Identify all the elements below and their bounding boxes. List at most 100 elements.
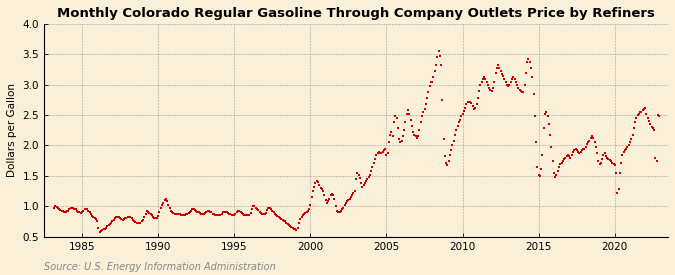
Point — [403, 108, 414, 112]
Point — [53, 206, 63, 210]
Point — [311, 178, 322, 183]
Point — [250, 205, 261, 210]
Point — [346, 195, 356, 199]
Point — [99, 227, 110, 231]
Point — [479, 75, 489, 79]
Point — [372, 151, 383, 155]
Point — [298, 212, 309, 216]
Point — [549, 171, 560, 175]
Point — [106, 221, 117, 225]
Point — [154, 210, 165, 214]
Point — [447, 143, 458, 148]
Point — [443, 158, 454, 163]
Point — [173, 212, 184, 216]
Point — [396, 138, 407, 143]
Point — [622, 144, 633, 149]
Point — [82, 207, 92, 211]
Point — [180, 213, 190, 217]
Point — [543, 122, 554, 127]
Point — [225, 212, 236, 216]
Point — [96, 229, 107, 233]
Point — [433, 49, 444, 53]
Point — [356, 181, 367, 185]
Point — [533, 172, 544, 177]
Point — [210, 213, 221, 217]
Point — [340, 201, 351, 205]
Point — [87, 214, 98, 218]
Point — [560, 155, 570, 160]
Point — [89, 216, 100, 221]
Point — [188, 207, 199, 211]
Point — [636, 110, 647, 114]
Point — [613, 187, 624, 191]
Point — [150, 216, 161, 221]
Point — [523, 57, 534, 61]
Point — [535, 174, 545, 178]
Point — [233, 209, 244, 213]
Point — [582, 142, 593, 147]
Point — [117, 218, 128, 222]
Point — [68, 206, 78, 210]
Point — [161, 197, 171, 201]
Point — [554, 164, 564, 169]
Point — [555, 161, 566, 166]
Point — [292, 226, 303, 230]
Point — [245, 211, 256, 215]
Point — [385, 132, 396, 137]
Point — [191, 208, 202, 213]
Point — [165, 208, 176, 213]
Point — [405, 118, 416, 122]
Point — [281, 221, 292, 225]
Point — [400, 120, 411, 125]
Point — [497, 73, 508, 78]
Point — [232, 210, 242, 214]
Point — [135, 221, 146, 225]
Point — [380, 146, 391, 151]
Point — [344, 197, 355, 201]
Point — [475, 82, 486, 87]
Point — [570, 146, 581, 151]
Point — [409, 132, 420, 137]
Point — [319, 193, 330, 197]
Point — [630, 120, 641, 125]
Point — [416, 114, 427, 119]
Point — [404, 112, 414, 116]
Point — [357, 185, 368, 189]
Point — [258, 211, 269, 216]
Point — [328, 193, 339, 197]
Point — [512, 82, 522, 87]
Point — [213, 213, 224, 218]
Point — [427, 79, 437, 84]
Point — [103, 223, 114, 227]
Point — [502, 82, 512, 87]
Point — [317, 187, 327, 191]
Point — [200, 211, 211, 215]
Point — [145, 212, 156, 216]
Point — [171, 211, 182, 216]
Point — [412, 136, 423, 141]
Point — [442, 163, 453, 167]
Point — [155, 206, 166, 210]
Point — [198, 211, 209, 216]
Point — [627, 132, 638, 137]
Point — [236, 211, 247, 215]
Point — [268, 210, 279, 214]
Point — [448, 138, 459, 143]
Point — [589, 140, 600, 145]
Point — [462, 100, 473, 104]
Point — [130, 220, 140, 224]
Point — [181, 212, 192, 216]
Point — [382, 151, 393, 155]
Point — [644, 119, 655, 123]
Point — [643, 116, 653, 120]
Point — [522, 59, 533, 64]
Point — [153, 214, 163, 218]
Point — [434, 53, 445, 58]
Point — [604, 158, 615, 162]
Point — [197, 211, 208, 216]
Point — [591, 144, 601, 149]
Point — [373, 149, 384, 154]
Point — [507, 76, 518, 81]
Point — [134, 221, 144, 226]
Point — [472, 96, 483, 100]
